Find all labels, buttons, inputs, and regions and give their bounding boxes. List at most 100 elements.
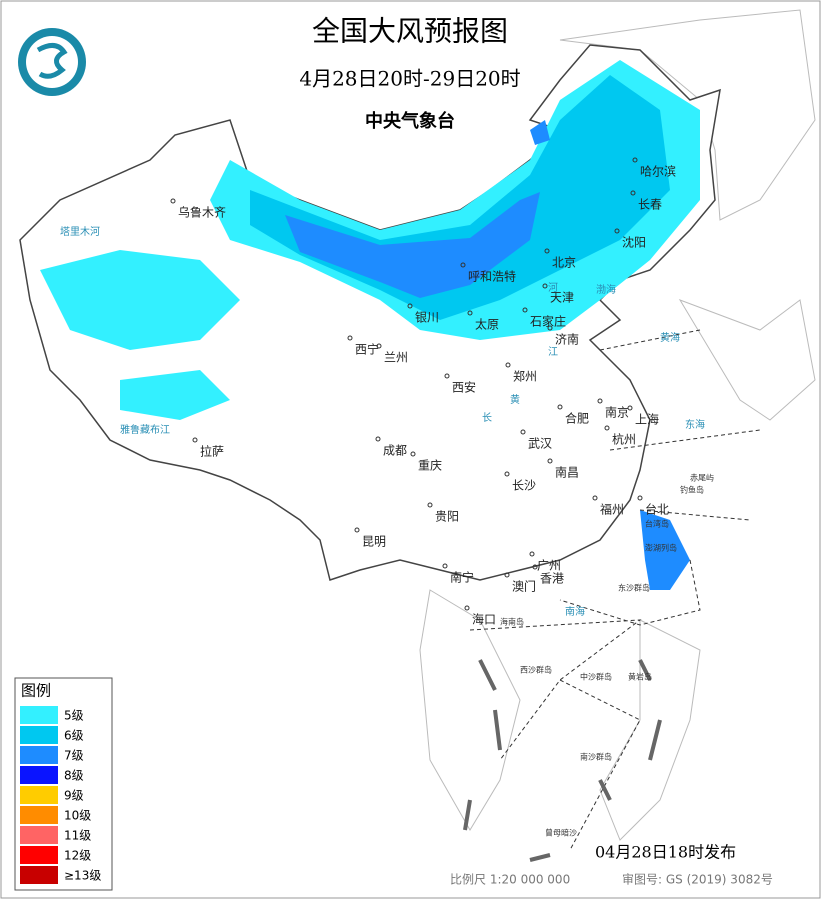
city-dot [410,451,416,457]
wind-area-7 [285,120,690,590]
city-label: 贵阳 [435,510,459,524]
geo-label: 南海 [565,605,585,618]
city-label: 石家庄 [530,314,566,329]
city-label: 乌鲁木齐 [178,205,226,220]
island-label: 东沙群岛 [618,583,650,593]
legend-title: 图例 [21,682,51,700]
sea-area-boundary [469,329,761,851]
nine-dash-line [463,659,662,862]
approval: 审图号: GS (2019) 3082号 [622,872,773,887]
city-dot [375,436,381,442]
city-dot [354,527,360,533]
city-dot [464,605,470,611]
city-label: 沈阳 [622,235,646,250]
city-label: 银川 [415,311,439,325]
issued-time: 04月28日18时发布 [595,843,736,862]
island-label: 西沙群岛 [520,665,552,675]
city-dot [427,502,433,508]
city-label: 长沙 [512,479,536,493]
legend-swatch [20,826,58,844]
legend-label: 6级 [64,729,84,743]
island-label: 台湾岛 [645,519,669,529]
city-label: 济南 [555,332,579,347]
city-dot [547,458,553,464]
city-label: 台北 [645,502,669,517]
city-label: 昆明 [362,535,386,549]
legend-swatch [20,746,58,764]
city-label: 呼和浩特 [468,269,516,284]
city-label: 香港 [540,572,564,586]
city-label: 太原 [475,317,499,332]
island-label: 赤尾屿 [690,474,714,483]
scale: 比例尺 1:20 000 000 [450,873,570,887]
island-label: 澎湖列岛 [645,543,677,553]
city-dot [504,471,510,477]
city-dot [442,563,448,569]
legend-swatch [20,726,58,744]
city-label: 哈尔滨 [640,164,676,179]
city-label: 北京 [552,256,576,270]
city-dot [597,398,603,404]
city-dot [504,572,510,578]
legend-label: ≥13级 [64,869,101,883]
city-dot [632,157,638,163]
city-dot [444,373,450,379]
city-dot [522,307,528,313]
legend-label: 11级 [64,829,91,843]
geo-label: 东海 [685,418,705,431]
logo-mark [36,43,68,79]
city-dot [630,190,636,196]
city-label: 郑州 [513,369,537,384]
city-dot [460,262,466,268]
geo-label: 河 [548,282,558,294]
city-label: 西安 [452,380,476,395]
city-label: 天津 [550,291,574,305]
city-label: 长春 [638,198,662,212]
island-label: 钓鱼岛 [680,485,704,495]
legend-label: 12级 [64,849,91,863]
legend-swatch [20,806,58,824]
city-dot [520,429,526,435]
island-label: 海南岛 [500,617,524,627]
island-label: 黄岩岛 [628,672,652,682]
city-dot [529,551,535,557]
title: 全国大风预报图 [312,15,508,48]
city-label: 广州 [537,559,561,573]
geo-label: 黄海 [660,331,680,344]
geo-label: 渤海 [596,283,616,296]
city-dot [376,343,382,349]
legend-label: 10级 [64,809,91,823]
neighbour-outline [419,9,816,841]
city-label: 澳门 [512,579,536,594]
city-label: 成都 [383,444,407,458]
city-dot [407,303,413,309]
city-dot [532,564,538,570]
legend-label: 7级 [64,749,84,763]
city-label: 拉萨 [200,444,224,459]
city-label: 南宁 [450,570,474,585]
legend-label: 9级 [64,789,84,803]
period: 4月28日20时-29日20时 [299,67,520,91]
geo-label: 塔里木河 [60,225,100,238]
city-dot [192,437,198,443]
legend-label: 5级 [64,709,84,723]
city-dot [542,283,548,289]
legend-swatch [20,766,58,784]
legend-swatch [20,866,58,884]
island-label: 南沙群岛 [580,752,612,762]
city-label: 杭州 [612,432,636,447]
legend-swatch [20,786,58,804]
city-label: 南昌 [555,465,579,480]
city-label: 福州 [600,502,624,517]
city-label: 南京 [605,405,629,420]
geo-label: 黄 [510,393,520,406]
city-label: 海口 [472,612,496,627]
legend-swatch [20,706,58,724]
city-dot [544,248,550,254]
city-dot [505,362,511,368]
city-dot [467,310,473,316]
city-dot [592,495,598,501]
city-dot [637,495,643,501]
geo-label: 江 [548,346,558,358]
